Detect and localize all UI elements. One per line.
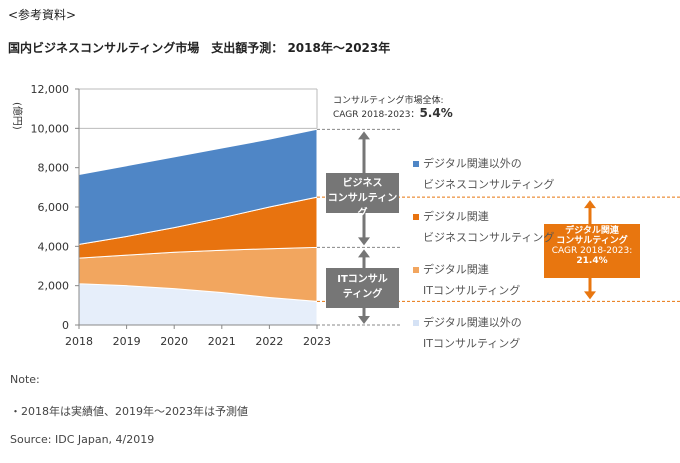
legend-swatch: [413, 161, 419, 167]
x-tick-label: 2021: [208, 335, 236, 348]
it-box-line2: ティング: [342, 289, 383, 300]
legend-label-line1: デジタル関連以外の: [423, 157, 522, 170]
y-tick-label: 0: [62, 319, 69, 332]
total-cagr-line2: CAGR 2018-2023：: [333, 110, 420, 120]
it-arrow-head-up: [358, 249, 370, 258]
x-tick-label: 2018: [65, 335, 93, 348]
it-arrow-head-down: [358, 316, 370, 324]
legend-swatch: [413, 214, 419, 220]
legend-label-line2: ITコンサルティング: [423, 284, 521, 297]
y-tick-label: 4,000: [38, 240, 70, 253]
digital-box-line2: コンサルティング: [556, 236, 628, 246]
legend-label-line1: デジタル関連以外の: [423, 316, 522, 329]
legend-label-line2: ビジネスコンサルティング: [423, 231, 555, 244]
legend-label-line1: デジタル関連: [423, 210, 489, 223]
total-cagr-line1: コンサルティング市場全体:: [333, 96, 444, 106]
business-box-line1: ビジネス: [342, 178, 383, 189]
it-consulting-box: ITコンサル ティング: [326, 268, 399, 308]
legend-item: デジタル関連ビジネスコンサルティング: [413, 206, 554, 248]
x-tick-label: 2020: [160, 335, 188, 348]
legend-label-line2: ITコンサルティング: [423, 337, 521, 350]
business-consulting-box: ビジネス コンサルティング: [326, 173, 399, 219]
x-tick-label: 2023: [303, 335, 331, 348]
digital-box-line1: デジタル関連: [565, 226, 619, 236]
legend-swatch: [413, 320, 419, 326]
total-cagr-value: 5.4%: [419, 106, 453, 120]
digital-consulting-box: デジタル関連 コンサルティング CAGR 2018-2023: 21.4%: [544, 224, 640, 278]
digital-box-line4: 21.4%: [576, 256, 608, 266]
business-arrow-head-down: [358, 237, 370, 246]
legend-label-line2: ビジネスコンサルティング: [423, 178, 555, 191]
total-cagr-annotation: コンサルティング市場全体: CAGR 2018-2023：5.4%: [333, 95, 453, 121]
legend-item: デジタル関連以外のビジネスコンサルティング: [413, 153, 554, 195]
y-tick-label: 6,000: [38, 201, 70, 214]
legend-label-line1: デジタル関連: [423, 263, 489, 276]
business-arrow-head-up: [358, 131, 370, 140]
y-tick-label: 10,000: [31, 122, 70, 135]
digital-arrow-head-up: [584, 200, 596, 209]
y-tick-label: 8,000: [38, 162, 70, 175]
reference-label: <参考資料>: [8, 8, 77, 22]
it-box-line1: ITコンサル: [337, 274, 388, 285]
legend-item: デジタル関連 ITコンサルティング: [413, 259, 520, 301]
legend-item: デジタル関連以外の ITコンサルティング: [413, 312, 522, 354]
y-tick-label: 2,000: [38, 280, 70, 293]
digital-box-line3: CAGR 2018-2023:: [551, 246, 633, 256]
note-label: Note:: [10, 373, 40, 386]
chart-title: 国内ビジネスコンサルティング市場 支出額予測： 2018年～2023年: [8, 41, 391, 55]
y-axis-label: (億円): [11, 102, 24, 130]
business-box-line2: コンサルティング: [327, 193, 398, 219]
legend-swatch: [413, 267, 419, 273]
source-text: Source: IDC Japan, 4/2019: [10, 433, 155, 446]
x-tick-label: 2019: [113, 335, 141, 348]
y-tick-label: 12,000: [31, 83, 70, 96]
note-bullet: ・2018年は実績値、2019年～2023年は予測値: [10, 405, 248, 418]
x-tick-label: 2022: [255, 335, 283, 348]
digital-arrow-head-down: [584, 291, 596, 300]
